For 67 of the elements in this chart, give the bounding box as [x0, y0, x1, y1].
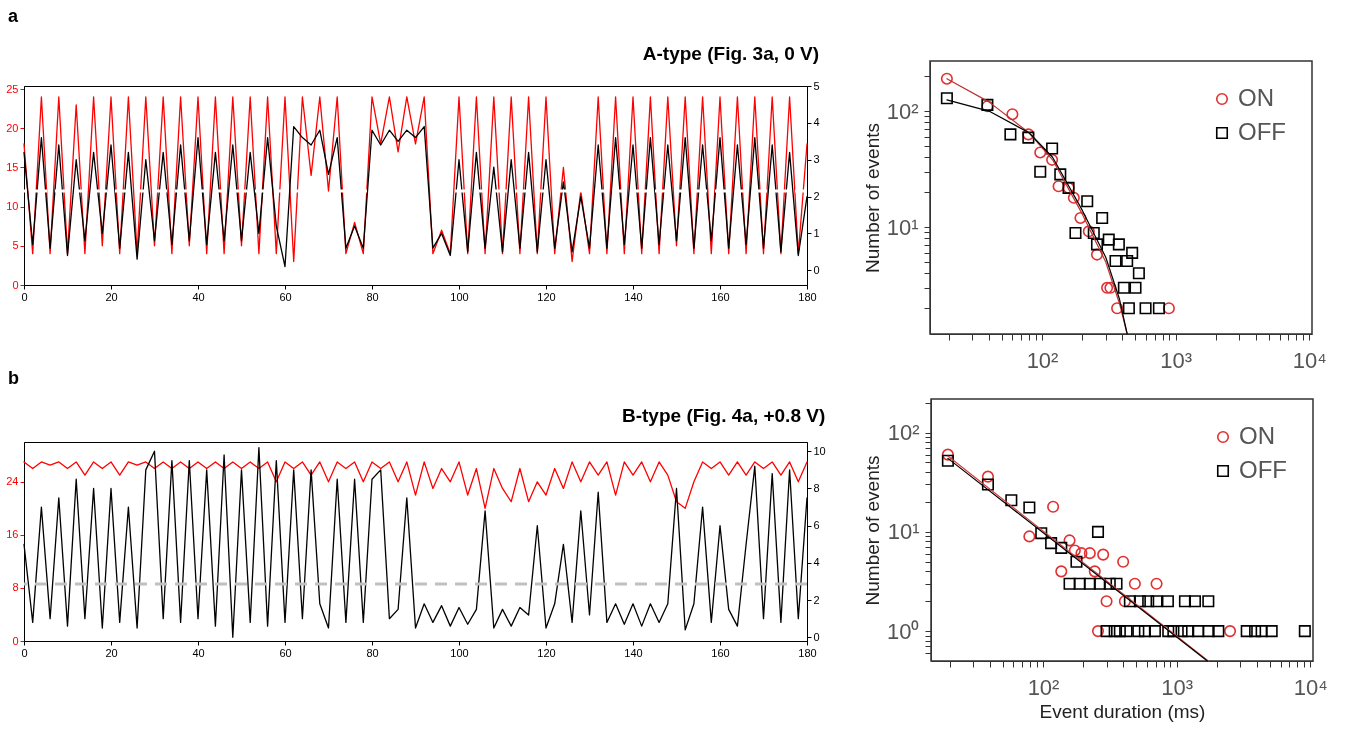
y-tick-label: 0 — [12, 278, 19, 291]
y-tick-label: 20 — [6, 121, 19, 134]
x-tick-label: 10² — [1027, 674, 1060, 700]
line-series — [23, 96, 808, 263]
x-tick-label: 0 — [21, 646, 28, 659]
x-tick-label: 20 — [105, 646, 118, 659]
x-tick-label: 10³ — [1161, 674, 1193, 700]
x-tick-label: 140 — [624, 290, 643, 303]
text: b — [8, 368, 19, 389]
x-tick-label: 10² — [1026, 347, 1059, 373]
chart-title: A-type (Fig. 3a, 0 V) — [642, 43, 820, 64]
x-tick-label: 80 — [366, 646, 379, 659]
line-series — [23, 461, 808, 509]
legend-label: ON — [1239, 422, 1275, 449]
y2-tick-label: 4 — [813, 556, 820, 569]
y2-tick-label: 5 — [813, 79, 820, 92]
x-tick-label: 40 — [192, 290, 205, 303]
x-tick-label: 80 — [366, 290, 379, 303]
y2-tick-label: 2 — [813, 190, 820, 203]
y-axis-title: Number of events — [861, 123, 883, 273]
y-tick-label: 10 — [6, 200, 19, 213]
y-tick-label: 10¹ — [886, 214, 919, 240]
x-tick-label: 160 — [711, 646, 730, 659]
legend-label: OFF — [1238, 118, 1286, 145]
x-tick-label: 40 — [192, 646, 205, 659]
y-tick-label: 24 — [6, 475, 19, 488]
y2-tick-label: 10 — [813, 444, 826, 457]
text: a — [8, 6, 19, 27]
x-tick-label: 60 — [279, 646, 292, 659]
y-tick-label: 16 — [6, 528, 19, 541]
y2-tick-label: 3 — [813, 153, 820, 166]
x-tick-label: 100 — [450, 646, 469, 659]
y-tick-label: 8 — [12, 581, 19, 594]
y2-tick-label: 6 — [813, 519, 820, 532]
y-tick-label: 25 — [6, 82, 19, 95]
x-tick-label: 140 — [624, 646, 643, 659]
x-tick-label: 100 — [450, 290, 469, 303]
x-tick-label: 10³ — [1160, 347, 1192, 373]
x-tick-label: 160 — [711, 290, 730, 303]
y-tick-label: 0 — [12, 634, 19, 647]
y-tick-label: 10¹ — [887, 519, 920, 545]
y2-tick-label: 8 — [813, 482, 820, 494]
x-tick-label: 180 — [798, 646, 817, 659]
y2-tick-label: 2 — [813, 593, 820, 606]
y-tick-label: 15 — [6, 160, 19, 173]
y-tick-label: 10⁰ — [887, 618, 920, 644]
y2-tick-label: 1 — [813, 226, 820, 239]
legend-label: ON — [1238, 84, 1274, 111]
y-tick-label: 10² — [887, 420, 920, 446]
y2-tick-label: 0 — [813, 630, 820, 643]
y-tick-label: 5 — [12, 239, 19, 252]
y2-tick-label: 4 — [813, 116, 820, 129]
y2-tick-label: 0 — [813, 263, 820, 276]
x-tick-label: 180 — [798, 290, 817, 303]
x-tick-label: 10⁴ — [1292, 347, 1327, 373]
x-tick-label: 60 — [279, 290, 292, 303]
x-tick-label: 20 — [105, 290, 118, 303]
line-series — [23, 446, 808, 638]
x-axis-title: Event duration (ms) — [1039, 700, 1206, 722]
x-tick-label: 120 — [537, 646, 556, 659]
x-tick-label: 120 — [537, 290, 556, 303]
y-tick-label: 10² — [886, 98, 919, 124]
x-tick-label: 0 — [21, 290, 28, 303]
chart-title: B-type (Fig. 4a, +0.8 V) — [621, 405, 826, 426]
x-tick-label: 10⁴ — [1293, 674, 1328, 700]
y-axis-title: Number of events — [862, 455, 884, 606]
legend-label: OFF — [1239, 456, 1287, 483]
